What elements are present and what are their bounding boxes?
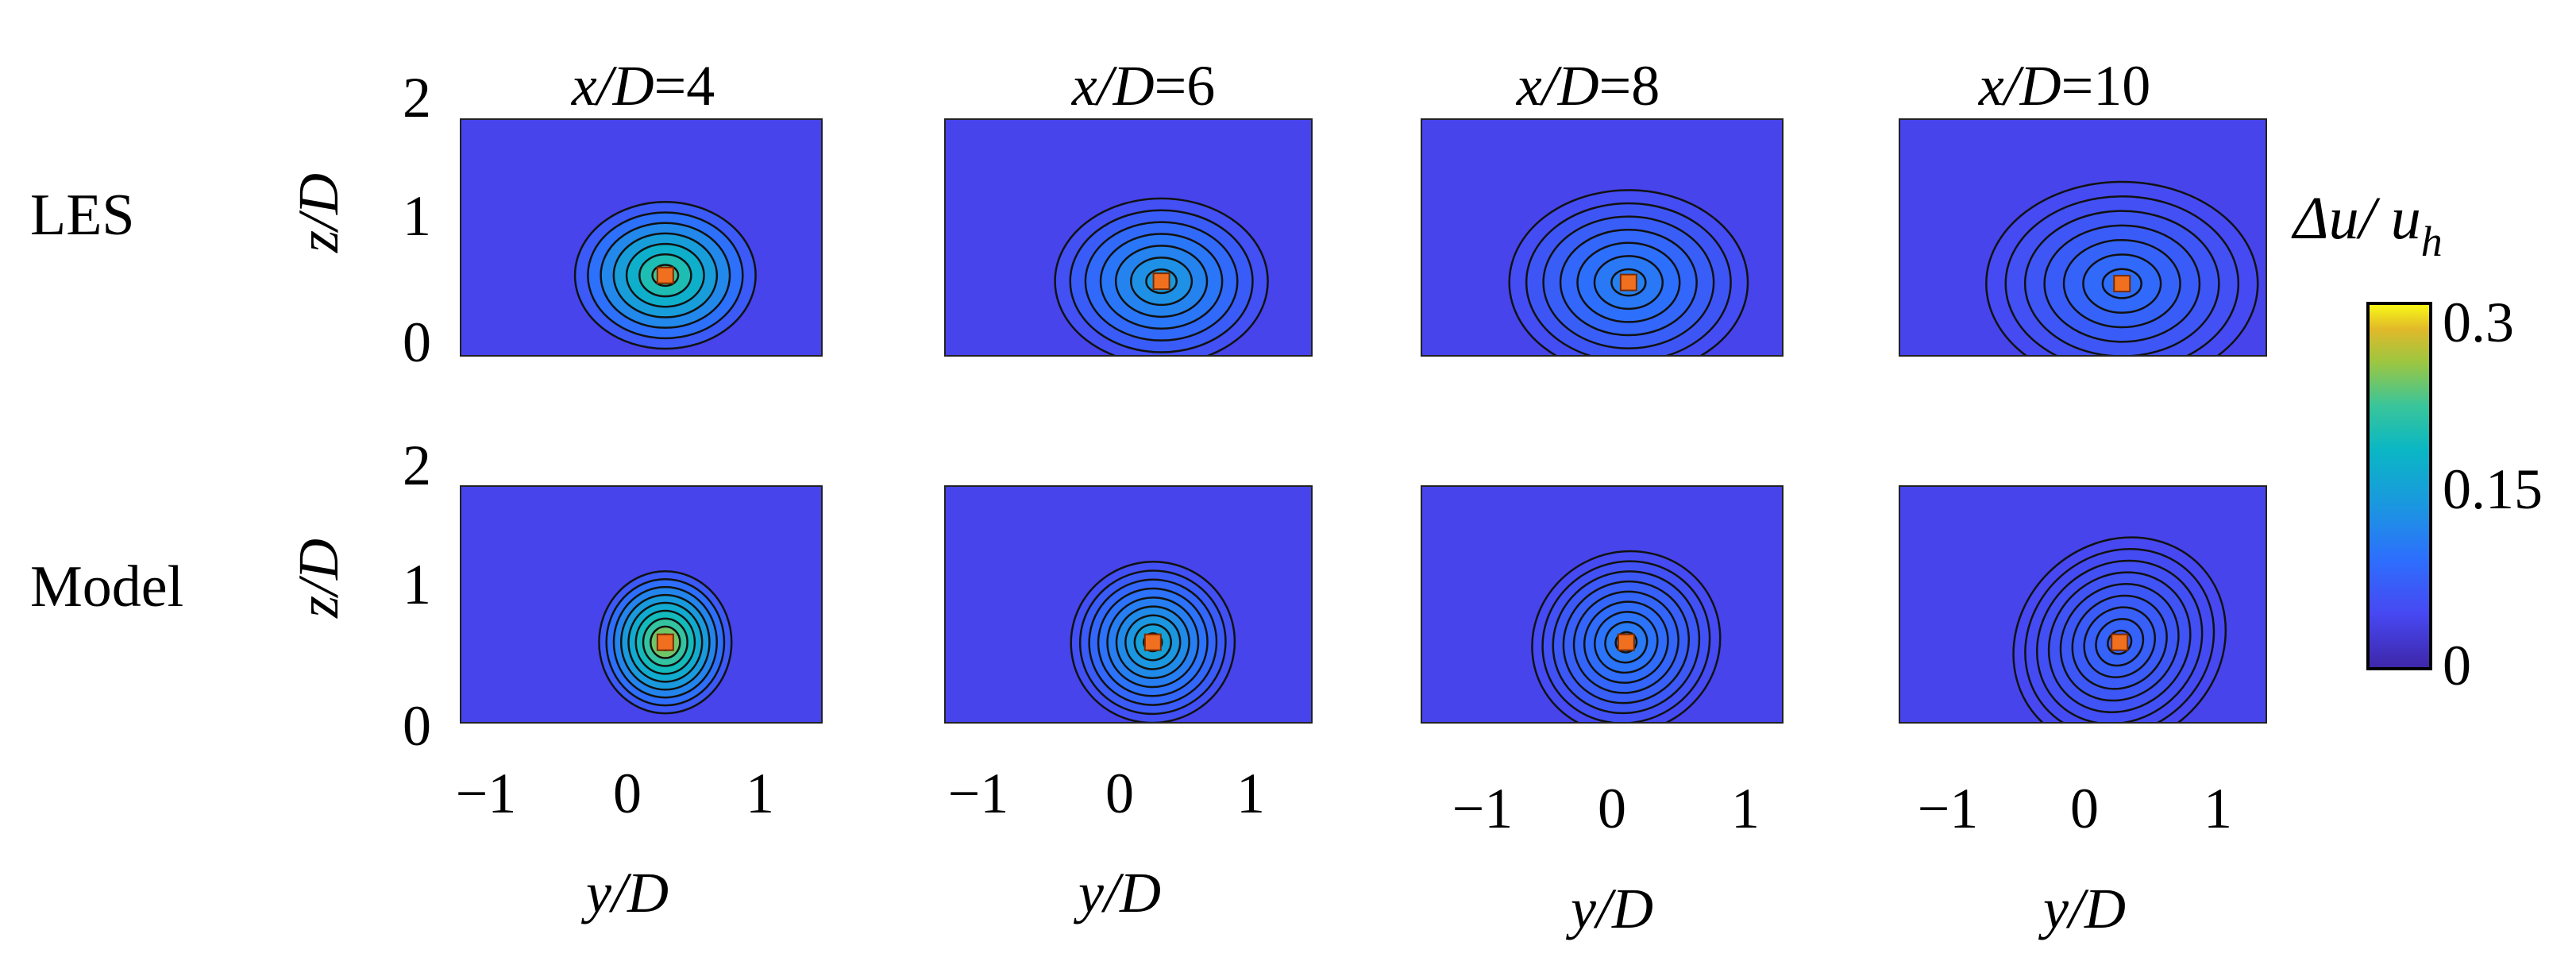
wake-center-marker xyxy=(656,633,674,651)
column-title-x10: x/D=10 xyxy=(1978,54,2151,118)
colorbar xyxy=(2366,302,2432,670)
column-title-x4: x/D=4 xyxy=(571,54,715,118)
xtick-c3-0: 0 xyxy=(1598,777,1626,840)
ylabel-model: z/D xyxy=(287,538,350,619)
row-label-model: Model xyxy=(30,554,183,620)
panel-model-x10 xyxy=(1899,485,2267,724)
wake-center-marker xyxy=(1619,273,1637,291)
ytick-les-1: 1 xyxy=(403,184,431,248)
xtick-c4-1: 1 xyxy=(2204,777,2232,840)
wake-center-marker xyxy=(2113,275,2131,293)
wake-center-marker xyxy=(2111,633,2129,651)
panel-frame xyxy=(944,118,1313,357)
xlabel-c4: y/D xyxy=(2038,877,2126,940)
colorbar-tick-min: 0 xyxy=(2443,634,2471,697)
panel-les-x8 xyxy=(1421,118,1784,357)
panel-frame xyxy=(1899,485,2267,724)
ylabel-les: z/D xyxy=(287,173,350,253)
wake-center-marker xyxy=(1152,272,1170,291)
xlabel-c2: y/D xyxy=(1073,861,1161,924)
panels-layer xyxy=(460,118,2267,724)
panel-frame xyxy=(1421,485,1784,724)
panel-model-x6 xyxy=(944,485,1313,724)
xtick-c4-0: 0 xyxy=(2070,777,2099,840)
xtick-c3-1: 1 xyxy=(1731,777,1760,840)
xtick-c2-0: 0 xyxy=(1105,762,1134,825)
ytick-model-1: 1 xyxy=(403,553,431,616)
xtick-c1-1: 1 xyxy=(746,762,774,825)
xtick-c1-0: 0 xyxy=(613,762,642,825)
column-title-x8: x/D=8 xyxy=(1516,54,1660,118)
xtick-c2-neg1: −1 xyxy=(948,762,1009,825)
panel-frame xyxy=(1421,118,1784,357)
row-label-les: LES xyxy=(30,183,135,248)
panel-frame xyxy=(944,485,1313,724)
colorbar-label: Δu/ uh xyxy=(2291,185,2443,265)
wake-center-marker xyxy=(1617,633,1635,651)
panel-frame xyxy=(460,118,823,357)
panel-frame xyxy=(460,485,823,724)
panel-les-x10 xyxy=(1899,118,2267,357)
wake-center-marker xyxy=(1143,633,1162,651)
panel-les-x4 xyxy=(460,118,823,357)
panel-model-x8 xyxy=(1421,485,1784,724)
xtick-c1-neg1: −1 xyxy=(456,762,517,825)
xlabel-c1: y/D xyxy=(580,861,669,924)
ytick-les-2: 2 xyxy=(403,66,431,129)
colorbar-tick-max: 0.3 xyxy=(2443,291,2514,354)
ytick-les-0: 0 xyxy=(403,311,431,374)
xtick-c4-neg1: −1 xyxy=(1918,777,1979,840)
xtick-c3-neg1: −1 xyxy=(1452,777,1514,840)
panel-les-x6 xyxy=(944,118,1313,357)
wake-center-marker xyxy=(656,266,674,284)
ytick-model-2: 2 xyxy=(403,434,431,497)
colorbar-tick-mid: 0.15 xyxy=(2443,457,2543,521)
column-title-x6: x/D=6 xyxy=(1071,54,1216,118)
ytick-model-0: 0 xyxy=(403,694,431,758)
xlabel-c3: y/D xyxy=(1565,877,1653,940)
panel-model-x4 xyxy=(460,485,823,724)
panel-frame xyxy=(1899,118,2267,357)
xtick-c2-1: 1 xyxy=(1236,762,1265,825)
